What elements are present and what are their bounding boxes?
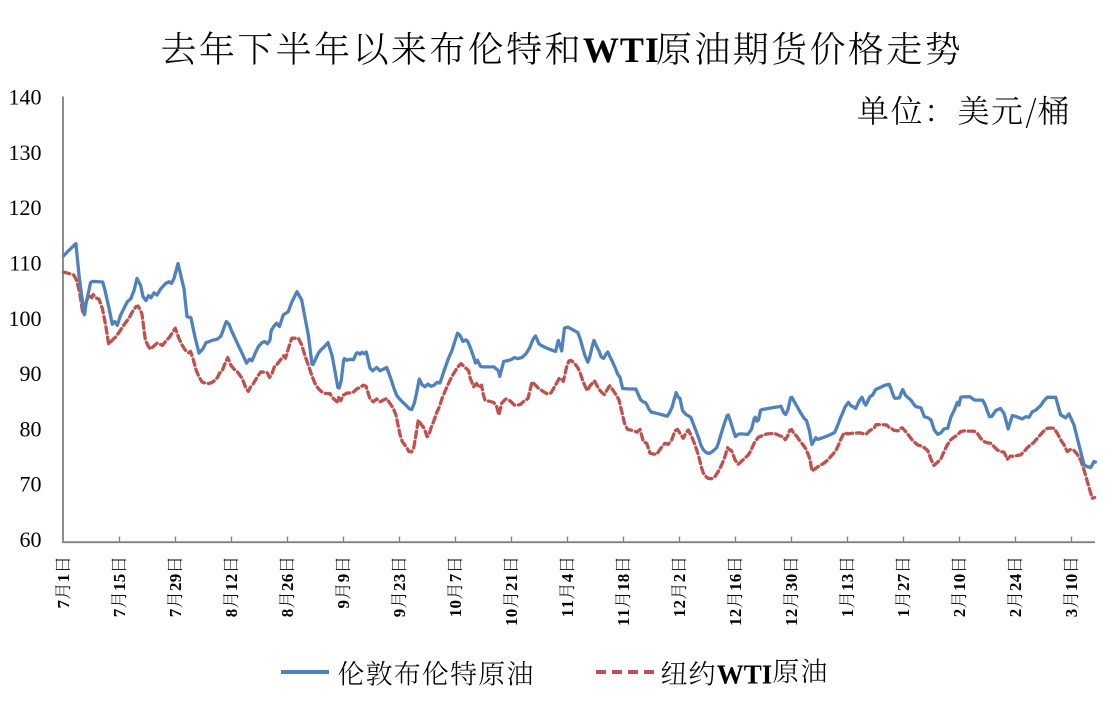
svg-text:80: 80 — [20, 416, 42, 441]
svg-text:1: 1 — [222, 583, 241, 592]
svg-text:2: 2 — [1006, 609, 1025, 618]
svg-text:70: 70 — [20, 472, 42, 497]
svg-text:3: 3 — [1062, 609, 1081, 618]
svg-text:3: 3 — [782, 583, 801, 592]
svg-text:8: 8 — [614, 574, 633, 583]
svg-text:2: 2 — [222, 574, 241, 583]
svg-text:1: 1 — [614, 609, 633, 618]
svg-text:60: 60 — [20, 527, 42, 552]
svg-text:1: 1 — [502, 618, 521, 627]
svg-text:2: 2 — [390, 583, 409, 592]
svg-text:9: 9 — [166, 574, 185, 583]
svg-text:1: 1 — [782, 618, 801, 627]
svg-text:7: 7 — [110, 608, 129, 617]
svg-text:0: 0 — [782, 574, 801, 583]
svg-text:2: 2 — [502, 583, 521, 592]
svg-text:WTI: WTI — [583, 30, 660, 70]
svg-text:1: 1 — [558, 609, 577, 618]
svg-text:0: 0 — [446, 600, 465, 609]
svg-text:2: 2 — [670, 574, 689, 583]
svg-text:2: 2 — [894, 583, 913, 592]
svg-text:6: 6 — [726, 574, 745, 583]
svg-text:1: 1 — [110, 583, 129, 592]
svg-text:90: 90 — [20, 361, 42, 386]
svg-text:1: 1 — [950, 583, 969, 592]
svg-text:140: 140 — [9, 85, 42, 110]
svg-text:2: 2 — [278, 583, 297, 592]
svg-text:6: 6 — [278, 574, 297, 583]
svg-text:2: 2 — [670, 600, 689, 609]
svg-text:9: 9 — [334, 574, 353, 583]
svg-text:7: 7 — [446, 573, 465, 582]
svg-text:9: 9 — [390, 609, 409, 618]
svg-text:WTI: WTI — [717, 660, 773, 690]
svg-text:1: 1 — [726, 618, 745, 627]
svg-text:2: 2 — [726, 609, 745, 618]
svg-text:1: 1 — [614, 618, 633, 627]
svg-text:2: 2 — [166, 583, 185, 592]
svg-text:0: 0 — [1062, 574, 1081, 583]
svg-text:5: 5 — [110, 574, 129, 583]
svg-text:1: 1 — [894, 609, 913, 618]
svg-text:2: 2 — [950, 609, 969, 618]
svg-text:7: 7 — [166, 608, 185, 617]
svg-text:9: 9 — [334, 600, 353, 609]
svg-text:1: 1 — [838, 609, 857, 618]
svg-text:0: 0 — [950, 574, 969, 583]
svg-text:110: 110 — [9, 250, 41, 275]
svg-text:4: 4 — [1006, 573, 1025, 582]
svg-text:1: 1 — [54, 574, 73, 583]
svg-text:4: 4 — [558, 573, 577, 582]
svg-text:1: 1 — [502, 574, 521, 583]
svg-text:3: 3 — [838, 574, 857, 583]
svg-text:8: 8 — [278, 609, 297, 618]
svg-text:8: 8 — [222, 609, 241, 618]
svg-text:100: 100 — [9, 306, 42, 331]
svg-text:1: 1 — [838, 583, 857, 592]
svg-text:0: 0 — [502, 609, 521, 618]
svg-text:120: 120 — [9, 195, 42, 220]
svg-text:1: 1 — [446, 609, 465, 618]
svg-text:1: 1 — [558, 600, 577, 609]
svg-text:7: 7 — [54, 600, 73, 609]
svg-text:130: 130 — [9, 140, 42, 165]
svg-text:1: 1 — [670, 609, 689, 618]
svg-text:2: 2 — [1006, 583, 1025, 592]
svg-text:1: 1 — [614, 583, 633, 592]
svg-text:1: 1 — [1062, 583, 1081, 592]
svg-text:2: 2 — [782, 609, 801, 618]
svg-text:3: 3 — [390, 574, 409, 583]
svg-text:7: 7 — [894, 573, 913, 582]
svg-text:1: 1 — [726, 583, 745, 592]
